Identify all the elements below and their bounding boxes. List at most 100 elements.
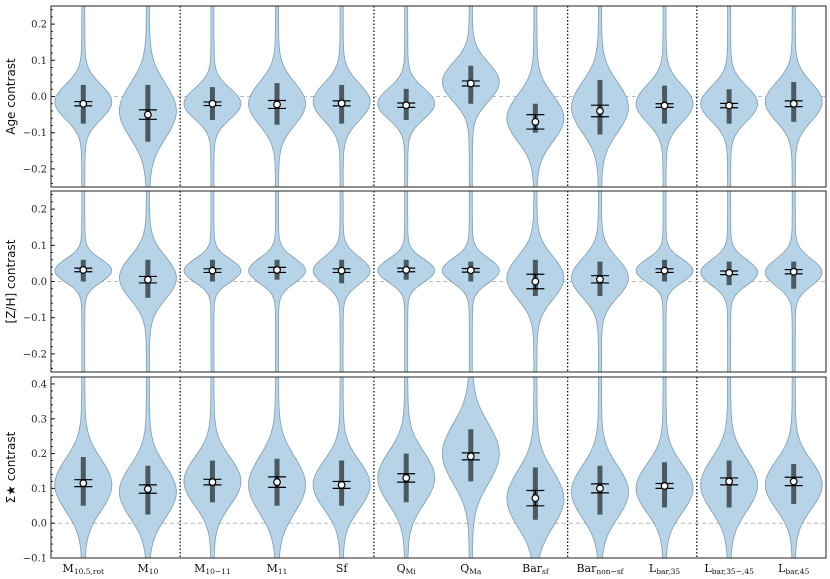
- y-tick-label: 0.1: [31, 484, 47, 495]
- y-tick-label: 0.0: [31, 519, 47, 530]
- mean-marker: [143, 275, 152, 284]
- label-main: M: [267, 562, 278, 575]
- y-axis-label: Σ★ contrast: [4, 431, 18, 503]
- label-subscript: 10.5,rot: [74, 567, 104, 576]
- y-tick-label: −0.1: [23, 554, 47, 565]
- mean-marker: [337, 481, 346, 489]
- mean-marker: [208, 478, 217, 487]
- panel-2: −0.1 0.0 0.1 0.2 0.3 0.4 Σ★ contrast: [4, 376, 827, 565]
- y-axis-label: [Z/H] contrast: [4, 239, 18, 323]
- y-tick-label: 0.1: [31, 56, 47, 67]
- mean-marker: [660, 482, 669, 490]
- mean-marker: [337, 266, 346, 275]
- y-tick-label: −0.1: [23, 313, 47, 324]
- x-category-label: Barnon−sf: [576, 562, 624, 576]
- mean-marker: [660, 101, 669, 110]
- mean-marker: [208, 99, 217, 108]
- label-subscript: Ma: [469, 567, 482, 576]
- mean-marker: [466, 452, 475, 461]
- mean-marker: [143, 485, 152, 493]
- mean-marker: [79, 479, 88, 488]
- violin: [377, 191, 436, 372]
- mean-marker: [402, 101, 411, 110]
- mean-marker: [402, 474, 411, 482]
- label-main: M: [194, 562, 205, 575]
- mean-marker: [273, 478, 281, 487]
- x-category-label: M11: [267, 562, 288, 576]
- y-tick-label: 0.2: [31, 449, 47, 460]
- x-category-label: QMi: [397, 562, 417, 576]
- x-category-label: Lbar,35−,45: [704, 562, 754, 576]
- x-category-label: QMa: [460, 562, 482, 576]
- mean-marker: [725, 101, 734, 110]
- x-category-label: M10: [137, 562, 158, 576]
- y-tick-label: 0.0: [31, 92, 47, 103]
- plot-area: [51, 6, 826, 187]
- mean-marker: [466, 79, 475, 88]
- mean-marker: [208, 266, 217, 275]
- label-subscript: 11: [278, 567, 288, 576]
- mean-marker: [725, 268, 734, 277]
- label-main: M: [137, 562, 148, 575]
- mean-marker: [596, 484, 604, 493]
- y-tick-label: −0.1: [23, 128, 47, 139]
- label-main: L: [778, 562, 786, 575]
- label-main: Sf: [336, 562, 349, 575]
- mean-marker: [531, 117, 540, 126]
- y-tick-label: 0.4: [31, 379, 47, 390]
- label-subscript: Mi: [406, 567, 417, 576]
- plot-area: [51, 377, 826, 558]
- y-tick-label: 0.2: [31, 205, 47, 216]
- mean-marker: [466, 266, 475, 275]
- mean-marker: [273, 266, 281, 274]
- panel-0: −0.2 −0.1 0.0 0.1 0.2 Age contrast: [4, 5, 827, 188]
- violin: [506, 6, 565, 187]
- mean-marker: [531, 277, 540, 286]
- plot-area: [51, 191, 826, 372]
- mean-marker: [402, 266, 411, 274]
- y-tick-label: 0.3: [31, 414, 47, 425]
- label-main: L: [704, 562, 712, 575]
- x-category-label: Sf: [336, 562, 349, 575]
- x-category-label: Lbar,45: [778, 562, 810, 576]
- violin: [506, 377, 565, 558]
- label-main: Bar: [522, 562, 543, 575]
- label-main: L: [649, 562, 657, 575]
- mean-marker: [273, 100, 281, 109]
- label-subscript: 10−11: [205, 567, 230, 576]
- y-axis-label: Age contrast: [4, 58, 18, 135]
- mean-marker: [596, 275, 604, 284]
- mean-marker: [143, 110, 152, 119]
- label-subscript: bar,35: [656, 567, 680, 576]
- label-main: Q: [397, 562, 406, 575]
- label-subscript: bar,35−,45: [712, 567, 754, 576]
- x-category-label: Barsf: [522, 562, 550, 576]
- label-main: Bar: [576, 562, 597, 575]
- mean-marker: [789, 267, 798, 276]
- mean-marker: [79, 266, 88, 274]
- label-subscript: sf: [542, 567, 550, 576]
- x-category-label: Lbar,35: [649, 562, 681, 576]
- mean-marker: [660, 266, 669, 275]
- mean-marker: [789, 99, 798, 108]
- mean-marker: [596, 107, 604, 115]
- x-category-label: M10−11: [194, 562, 231, 576]
- panel-1: −0.2 −0.1 0.0 0.1 0.2 [Z/H] contrast: [4, 190, 827, 373]
- mean-marker: [531, 494, 540, 503]
- mean-marker: [79, 99, 88, 108]
- y-tick-label: −0.2: [23, 349, 47, 360]
- label-subscript: 10: [149, 567, 159, 576]
- label-main: M: [63, 562, 74, 575]
- y-tick-label: 0.1: [31, 241, 47, 252]
- y-tick-label: −0.2: [23, 164, 47, 175]
- mean-marker: [337, 99, 346, 108]
- y-tick-label: 0.0: [31, 277, 47, 288]
- label-main: Q: [460, 562, 469, 575]
- label-subscript: non−sf: [596, 567, 624, 576]
- mean-marker: [725, 477, 734, 486]
- label-subscript: bar,45: [785, 567, 809, 576]
- mean-marker: [789, 477, 798, 486]
- violin: [248, 191, 306, 372]
- y-tick-label: 0.2: [31, 20, 47, 31]
